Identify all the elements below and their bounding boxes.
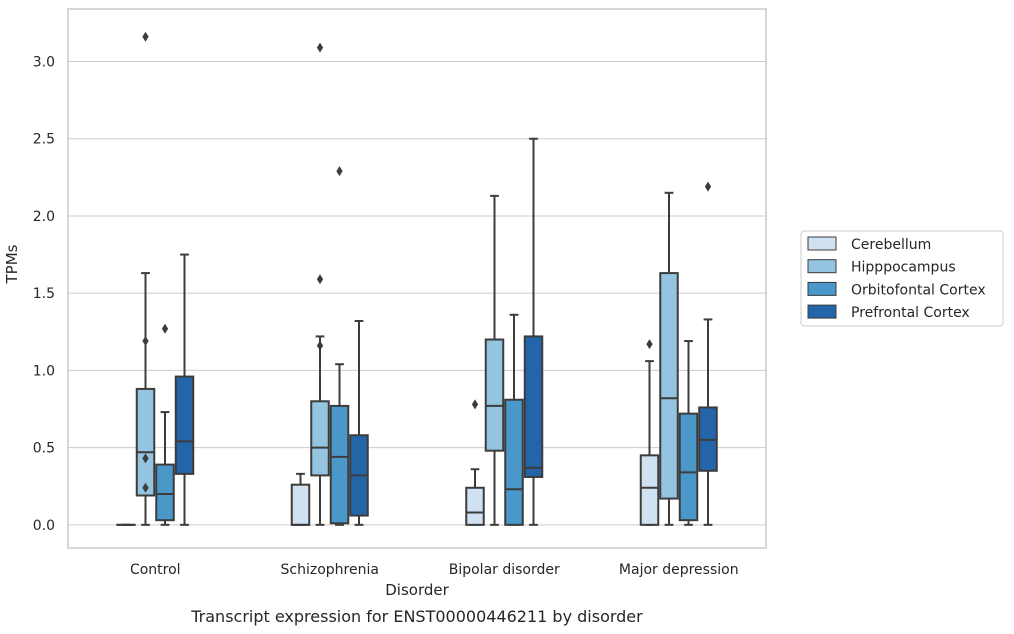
x-axis-ticks: Control Schizophrenia Bipolar disorder Majo… (130, 562, 739, 578)
legend-label: Orbitofontal Cortex (851, 282, 986, 298)
y-axis-ticks: 0.0 0.5 1.0 1.5 2.0 2.5 3.0 (33, 55, 55, 534)
outlier-point (142, 336, 149, 347)
box-orbitofontal-cortex (504, 313, 524, 526)
outlier-point (336, 166, 343, 177)
legend-label: Prefrontal Cortex (851, 305, 970, 321)
chart-caption: Transcript expression for ENST0000044621… (190, 607, 643, 626)
box-iqr (659, 272, 679, 500)
box-iqr (465, 486, 485, 526)
y-tick-label: 1.5 (33, 286, 55, 302)
y-tick-label: 1.0 (33, 363, 55, 379)
outlier-point (471, 399, 479, 410)
box-cerebellum (290, 472, 311, 526)
outlier-point (142, 482, 149, 493)
outlier-point (142, 453, 149, 464)
box-iqr (504, 398, 524, 526)
x-tick-label: Control (130, 562, 181, 578)
y-tick-label: 2.5 (33, 132, 55, 148)
box-orbitofontal-cortex (678, 340, 699, 526)
box-cerebellum (465, 399, 485, 526)
y-tick-label: 2.0 (33, 209, 55, 225)
plot-frame (67, 8, 767, 549)
x-tick-label: Schizophrenia (281, 562, 379, 578)
box-prefrontal-cortex (698, 181, 718, 526)
outlier-point (142, 31, 149, 42)
box-iqr (678, 412, 699, 522)
legend-label: Hipppocampus (851, 260, 956, 276)
x-tick-label: Bipolar disorder (449, 562, 560, 578)
outlier-point (704, 181, 712, 192)
box-hipppocampus (659, 191, 679, 526)
legend-swatch (807, 236, 837, 251)
outlier-point (316, 274, 324, 285)
legend-swatch (807, 281, 837, 296)
box-orbitofontal-cortex (155, 323, 175, 526)
legend-label: Cerebellum (851, 237, 931, 253)
outlier-point (646, 339, 653, 350)
outlier-point (161, 323, 169, 334)
box-series (116, 31, 718, 526)
box-prefrontal-cortex (523, 137, 544, 526)
box-cerebellum (639, 339, 660, 526)
y-tick-label: 3.0 (33, 55, 55, 71)
y-tick-label: 0.0 (33, 518, 55, 534)
box-hipppocampus (484, 194, 505, 526)
box-hipppocampus (310, 42, 330, 526)
outlier-point (316, 42, 324, 53)
box-iqr (329, 404, 350, 525)
box-prefrontal-cortex (349, 319, 369, 526)
legend-frame (800, 230, 1004, 327)
box-iqr (310, 400, 330, 477)
box-iqr (523, 335, 544, 478)
box-hipppocampus (135, 31, 156, 526)
legend-swatch (807, 259, 837, 274)
box-iqr (155, 463, 175, 522)
legend-swatch (807, 304, 837, 319)
box-iqr (174, 375, 195, 475)
box-orbitofontal-cortex (329, 166, 350, 526)
x-tick-label: Major depression (619, 562, 739, 578)
box-iqr (290, 483, 311, 526)
legend: Cerebellum Hipppocampus Orbitofontal Corte… (800, 230, 1004, 327)
y-tick-label: 0.5 (33, 441, 55, 457)
box-iqr (639, 454, 660, 526)
y-axis-label: TPMs (3, 244, 21, 284)
outlier-point (316, 340, 324, 351)
x-axis-label: Disorder (385, 581, 449, 599)
box-prefrontal-cortex (174, 253, 195, 526)
box-iqr (484, 338, 505, 452)
box-iqr (135, 387, 156, 497)
